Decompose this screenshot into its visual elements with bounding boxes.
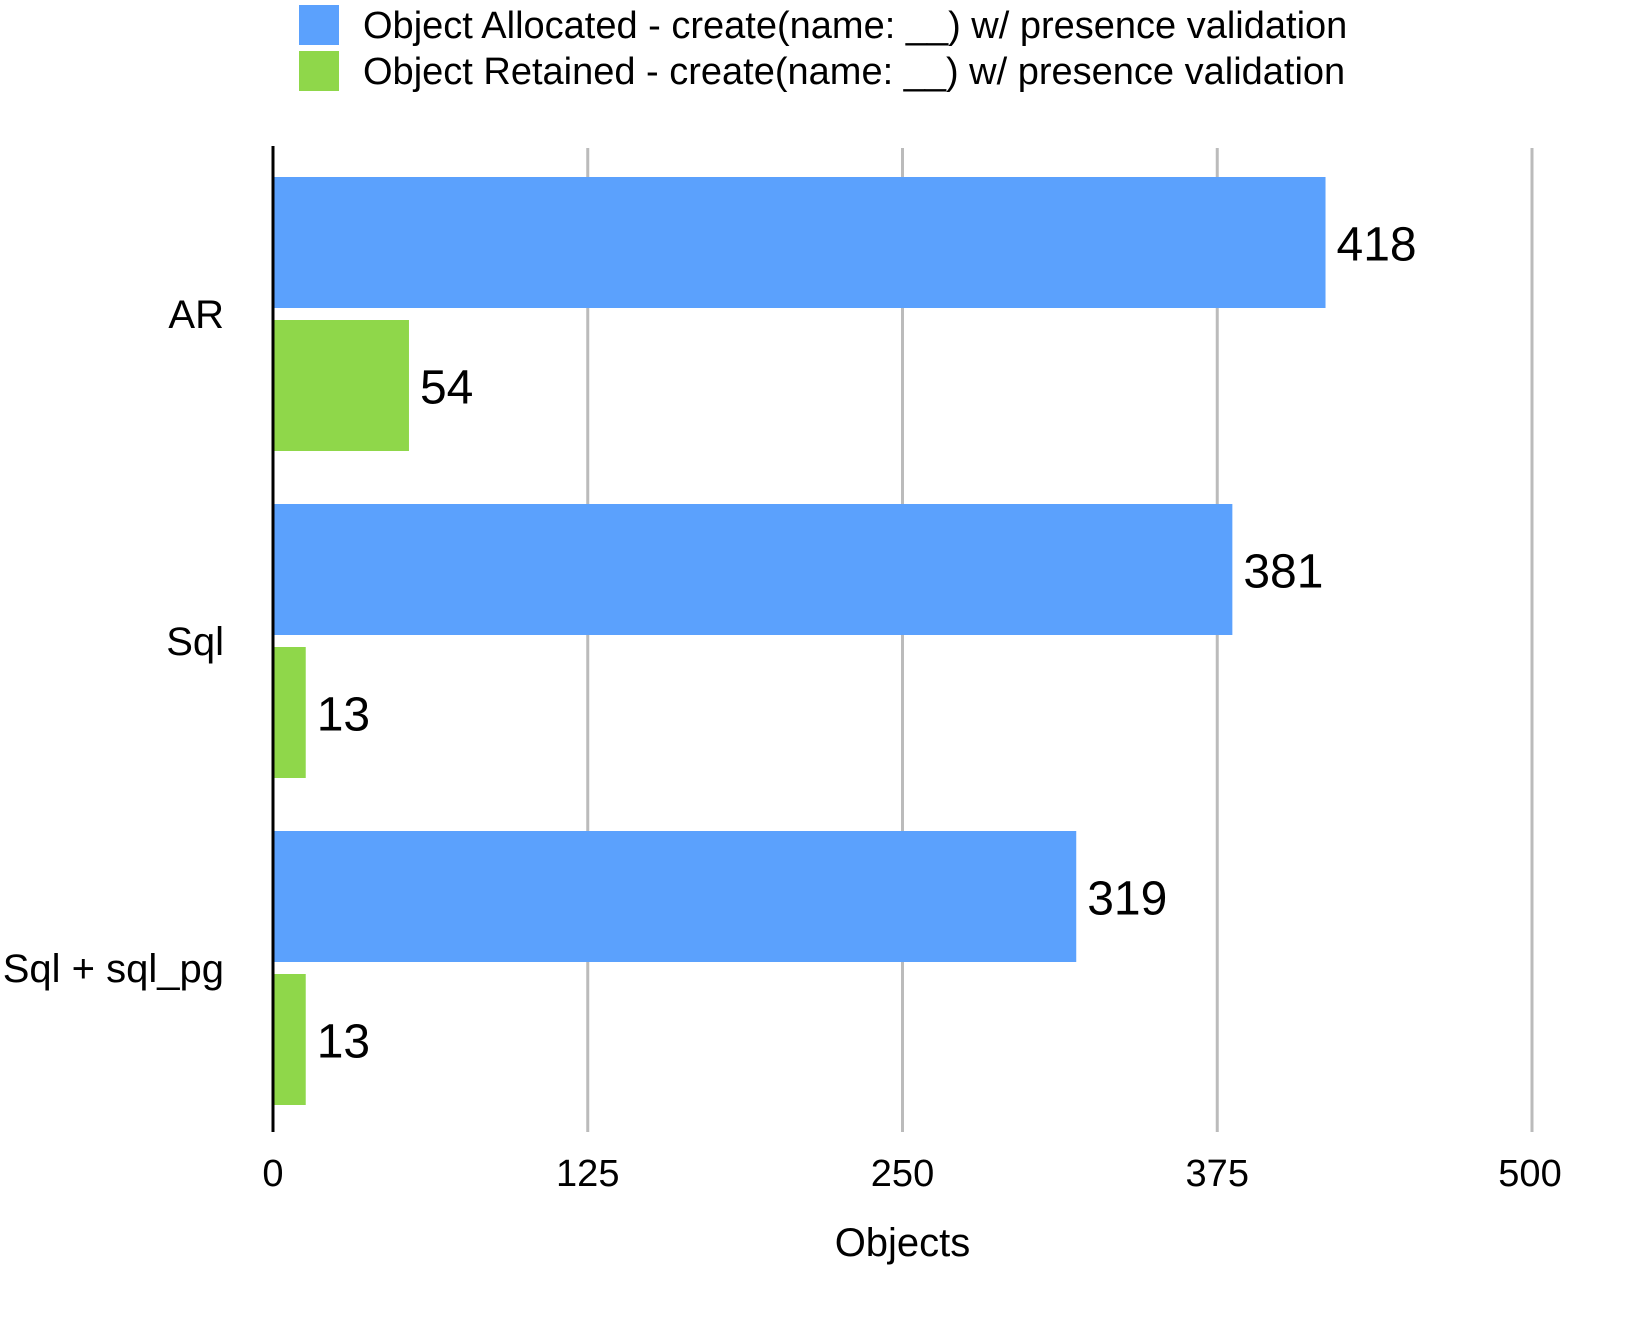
x-tick-label-500: 500 (1498, 1153, 1561, 1195)
x-tick-label-375: 375 (1186, 1153, 1249, 1195)
category-label-2: Sql (166, 620, 224, 664)
data-label-allocated-3: 319 (1087, 873, 1167, 926)
x-axis-title: Objects (835, 1221, 971, 1265)
bar-retained-2 (273, 647, 306, 778)
bar-allocated-1 (273, 177, 1326, 308)
legend-label-2: Object Retained - create(name: __) w/ pr… (363, 51, 1345, 93)
data-label-retained-1: 54 (420, 362, 473, 415)
x-tick-label-125: 125 (556, 1153, 619, 1195)
data-label-retained-2: 13 (317, 689, 370, 742)
bar-retained-1 (273, 320, 409, 451)
bar-retained-3 (273, 974, 306, 1105)
data-label-allocated-1: 418 (1337, 219, 1417, 272)
data-label-retained-3: 13 (317, 1016, 370, 1069)
x-tick-label-250: 250 (871, 1153, 934, 1195)
bar-allocated-2 (273, 504, 1233, 635)
legend-swatch-1 (299, 5, 339, 45)
category-label-1: AR (168, 293, 224, 337)
bar-allocated-3 (273, 831, 1077, 962)
x-tick-label-0: 0 (262, 1153, 283, 1195)
bars: 418 54 381 13 319 13 (273, 177, 1417, 1105)
category-label-3: Sql + sql_pg (3, 947, 224, 991)
data-label-allocated-2: 381 (1243, 546, 1323, 599)
grid-lines (586, 148, 1534, 1132)
legend: Object Allocated - create(name: __) w/ p… (299, 5, 1347, 93)
legend-swatch-2 (299, 51, 339, 91)
axes: AR Sql Sql + sql_pg 0 125 250 375 500 (3, 146, 1562, 1195)
legend-label-1: Object Allocated - create(name: __) w/ p… (363, 5, 1347, 47)
